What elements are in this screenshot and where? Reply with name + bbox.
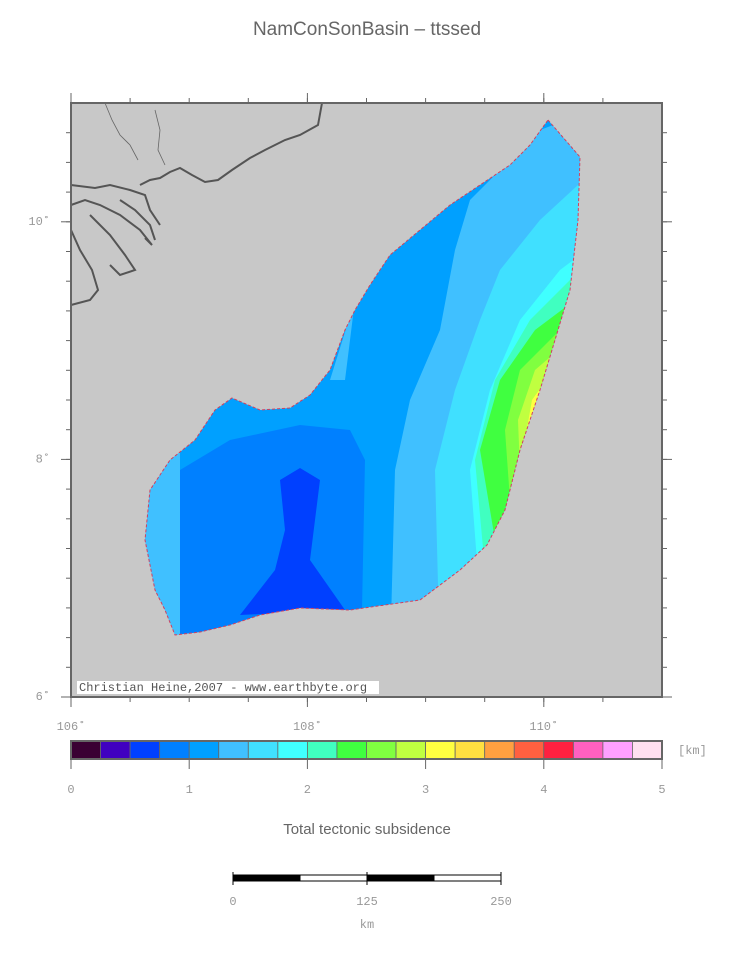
color-swatch	[188, 740, 220, 760]
credit: Christian Heine,2007 - www.earthbyte.org	[79, 681, 367, 695]
scale-unit: km	[360, 918, 374, 932]
color-swatch	[484, 740, 515, 760]
lon-tick-label: 108˚	[293, 720, 322, 734]
colorbar-label: Total tectonic subsidence	[283, 821, 451, 838]
scale-segment	[299, 874, 368, 882]
colorbar-tick-label: 1	[186, 783, 193, 797]
color-swatch	[602, 740, 633, 760]
color-swatch	[277, 740, 308, 760]
color-swatch	[306, 740, 338, 760]
colorbar-tick-label: 0	[67, 783, 74, 797]
colorbar-frame	[70, 740, 663, 760]
color-swatch	[336, 740, 367, 760]
scale-segment	[433, 874, 502, 882]
scale-segment	[366, 874, 435, 882]
colorbar-tick-label: 2	[304, 783, 311, 797]
color-swatch	[70, 740, 101, 760]
color-swatch	[366, 740, 397, 760]
color-swatch	[100, 740, 131, 760]
color-swatch	[425, 740, 456, 760]
river	[104, 102, 166, 166]
scale-tick-label: 0	[229, 895, 236, 909]
color-swatch	[632, 740, 663, 760]
credit-box	[77, 681, 379, 694]
color-swatch	[572, 740, 604, 760]
colorbar-tick-label: 4	[540, 783, 547, 797]
scale-tick-label: 250	[490, 895, 512, 909]
lat-tick-label: 10˚	[28, 215, 50, 229]
lat-tick-label: 8˚	[36, 453, 50, 467]
color-swatch	[513, 740, 545, 760]
color-swatch	[395, 740, 426, 760]
color-swatch	[129, 740, 161, 760]
color-swatch	[218, 740, 249, 760]
color-swatch	[543, 740, 574, 760]
scale-tick-label: 125	[356, 895, 378, 909]
color-swatch	[247, 740, 279, 760]
title: NamConSonBasin – ttssed	[253, 19, 481, 40]
color-swatch	[159, 740, 190, 760]
colorbar-tick-label: 3	[422, 783, 429, 797]
coastline	[70, 102, 323, 306]
colorbar-unit: [km]	[678, 744, 707, 758]
color-swatch	[454, 740, 486, 760]
colorbar-tick-label: 5	[658, 783, 665, 797]
lon-tick-label: 106˚	[57, 720, 86, 734]
lon-tick-label: 110˚	[529, 720, 558, 734]
scale-segment	[232, 874, 301, 882]
lat-tick-label: 6˚	[36, 690, 50, 704]
basin-outline	[144, 119, 581, 636]
